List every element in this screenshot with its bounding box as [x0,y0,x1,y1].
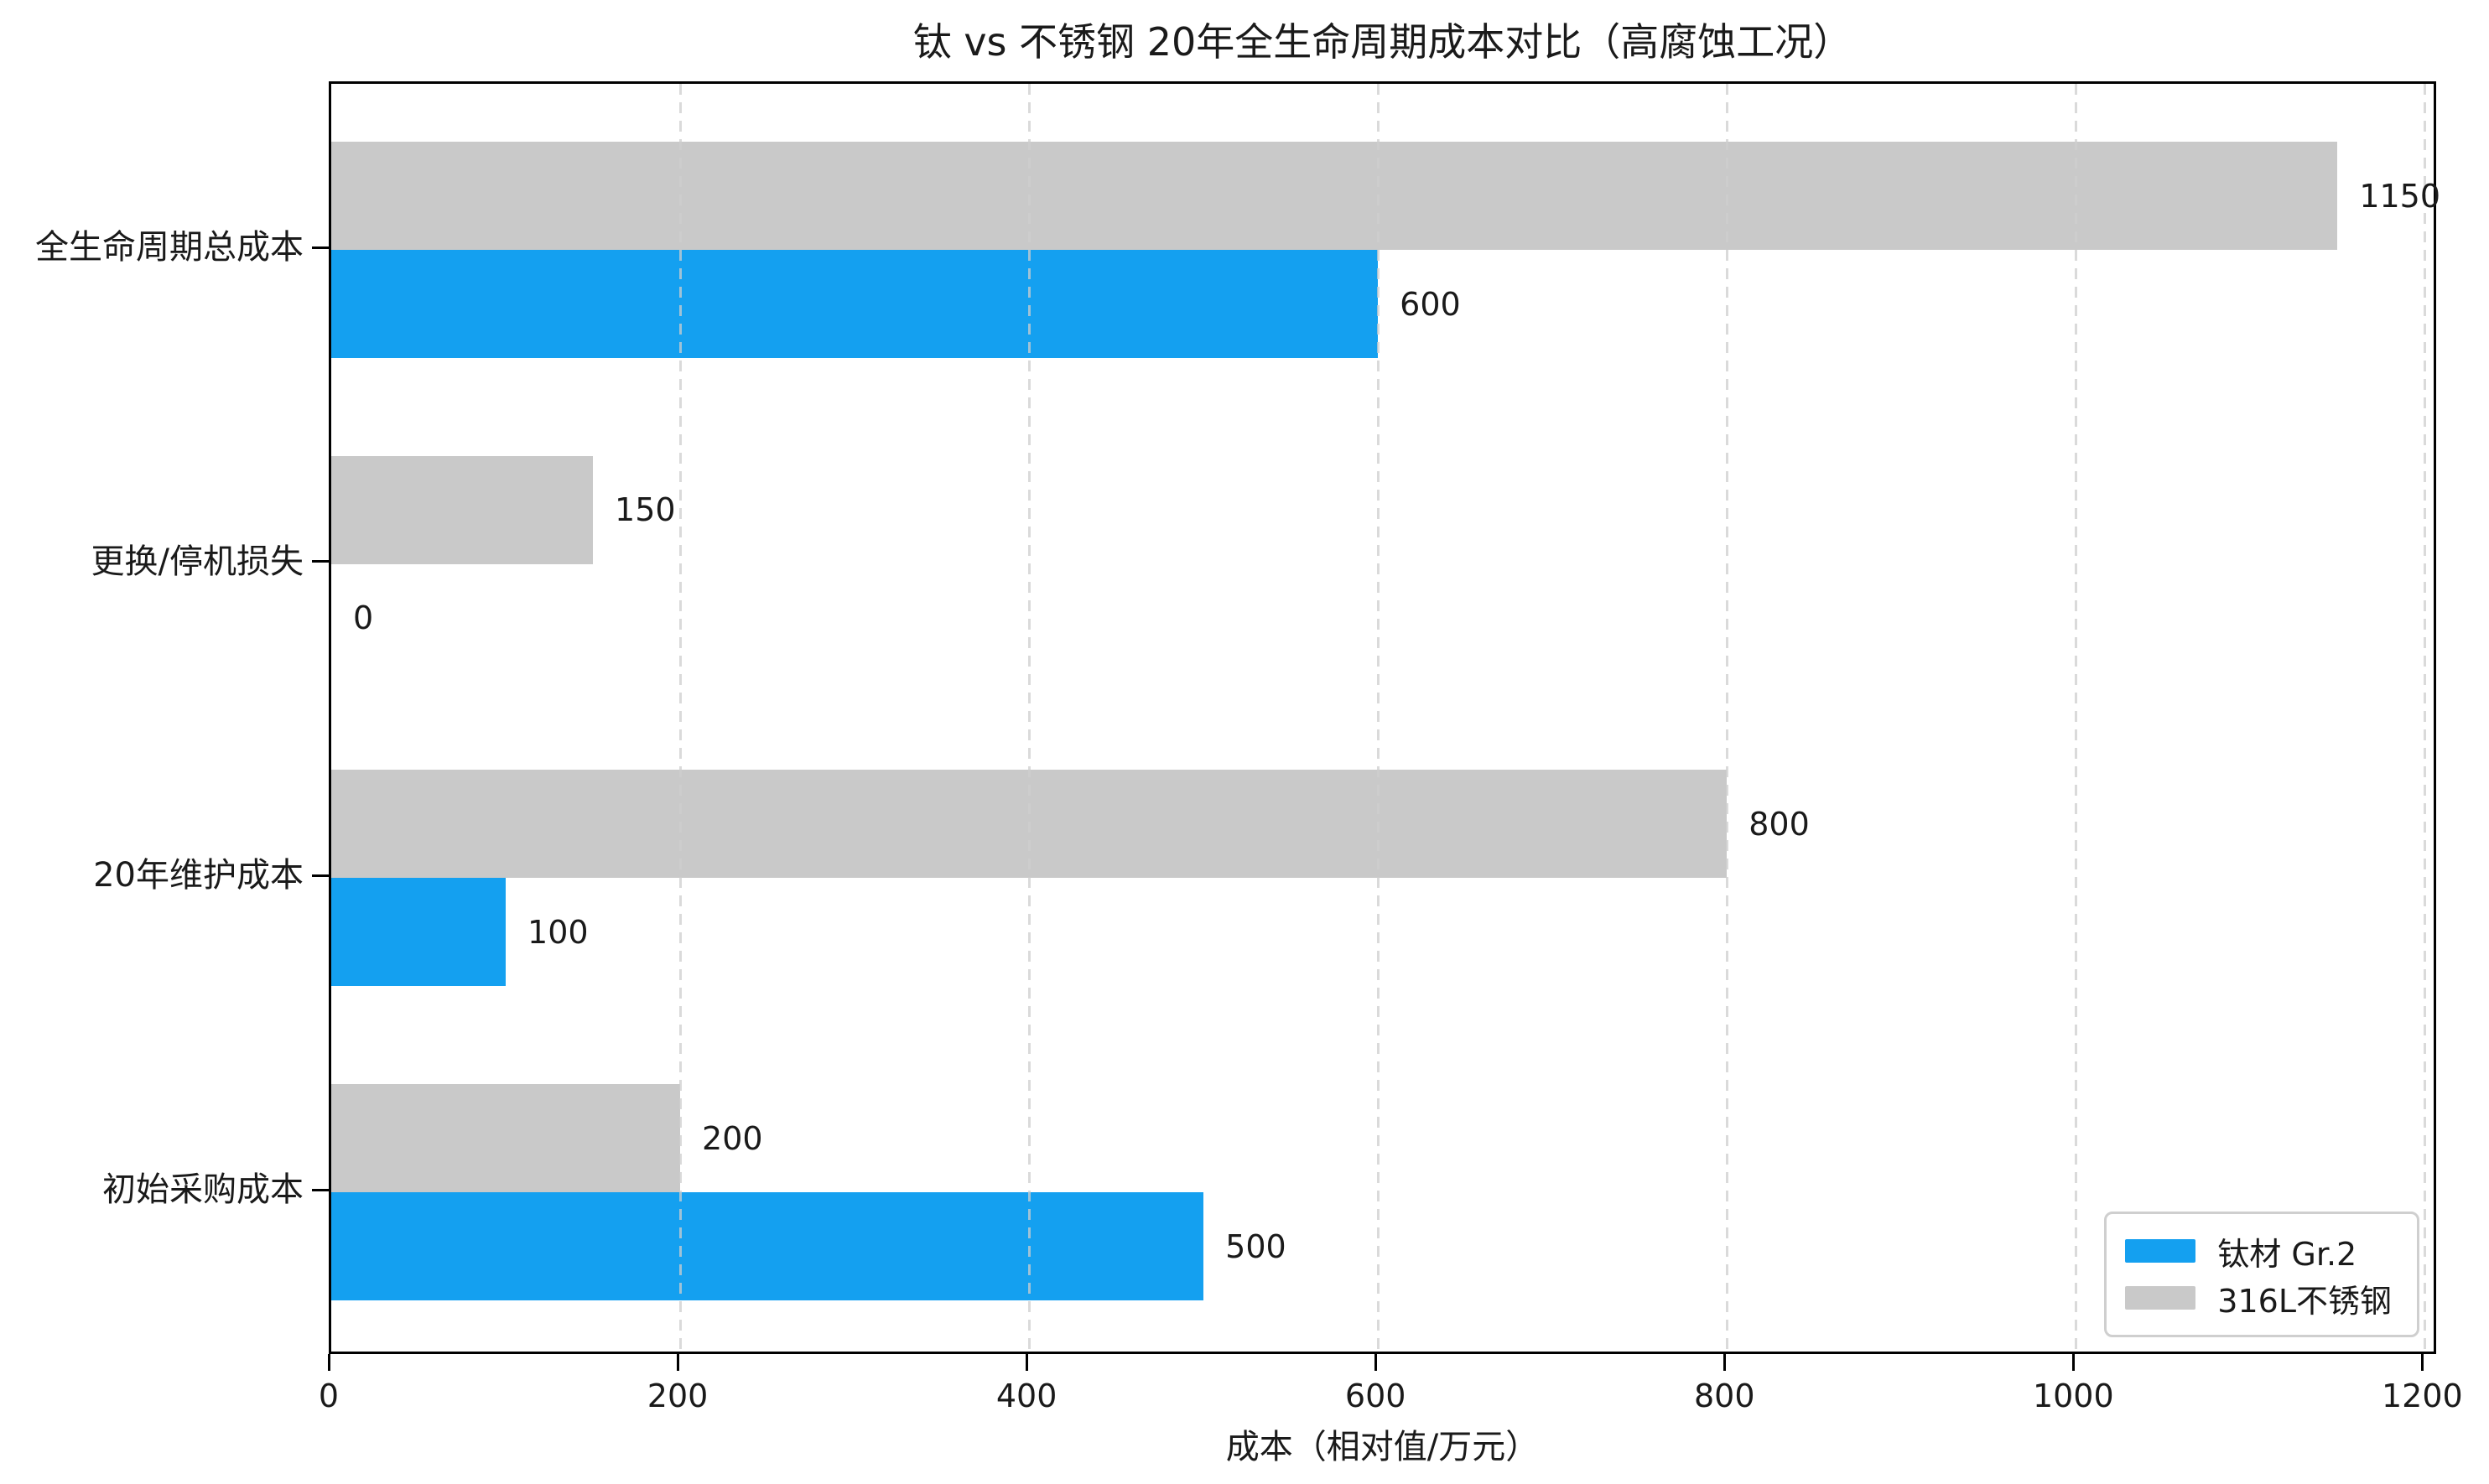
chart-title: 钛 vs 不锈钢 20年全生命周期成本对比（高腐蚀工况） [912,19,1852,65]
bar-value-label: 0 [353,599,374,637]
x-tick [2420,1354,2424,1371]
legend-swatch-316l [2125,1286,2196,1310]
x-tick-label-1200: 1200 [2381,1378,2463,1414]
legend-entry-series-1: 316L不锈钢 [2125,1274,2392,1321]
x-tick-label-800: 800 [1693,1378,1755,1414]
x-tick [1374,1354,1377,1371]
gridline-x-1200 [2423,84,2426,1352]
bar-value-label: 500 [1225,1227,1286,1265]
gridline-x-400 [1027,84,1031,1352]
bar-series-1-1 [331,455,594,564]
legend-label-titanium: 钛材 Gr.2 [2217,1235,2357,1273]
gridline-x-200 [678,84,682,1352]
gridline-x-600 [1376,84,1380,1352]
bar-series-1-3 [331,1084,681,1192]
y-tick [312,246,329,249]
legend-entry-series-0: 钛材 Gr.2 [2125,1227,2392,1274]
bar-value-label: 600 [1400,285,1461,323]
y-tick-label-2: 20年维护成本 [93,856,304,895]
x-tick [327,1354,330,1371]
legend-swatch-titanium [2125,1239,2196,1263]
bar-series-0-0 [331,250,1379,358]
y-tick-label-3: 初始采购成本 [102,1170,304,1209]
bar-value-label: 1150 [2359,177,2441,215]
bar-series-0-2 [331,878,507,987]
x-tick [1723,1354,1726,1371]
x-tick [1025,1354,1028,1371]
legend: 钛材 Gr.2 316L不锈钢 [2104,1212,2419,1337]
y-tick [312,560,329,563]
bar-series-0-3 [331,1192,1204,1300]
x-tick-label-600: 600 [1344,1378,1406,1414]
x-tick-label-0: 0 [318,1378,340,1414]
legend-label-316l: 316L不锈钢 [2217,1282,2392,1320]
x-tick [676,1354,679,1371]
bar-series-1-0 [331,142,2338,250]
gridline-x-1000 [2074,84,2077,1352]
x-tick [2071,1354,2075,1371]
bar-value-label: 800 [1749,805,1810,843]
x-axis-label: 成本（相对值/万元） [1225,1428,1540,1466]
y-tick [312,874,329,877]
x-tick-label-1000: 1000 [2032,1378,2114,1414]
plot-area: 1150 600 150 0 800 100 200 500 钛材 Gr.2 316L不锈钢 [329,81,2440,1354]
bar-value-label: 100 [527,913,589,951]
y-tick-label-0: 全生命周期总成本 [35,228,304,267]
bar-value-label: 150 [615,491,676,529]
bar-value-label: 200 [702,1119,763,1157]
x-tick-label-400: 400 [995,1378,1057,1414]
gridline-x-800 [1725,84,1728,1352]
y-tick [312,1188,329,1191]
y-tick-label-1: 更换/停机损失 [91,542,304,581]
x-tick-label-200: 200 [647,1378,709,1414]
